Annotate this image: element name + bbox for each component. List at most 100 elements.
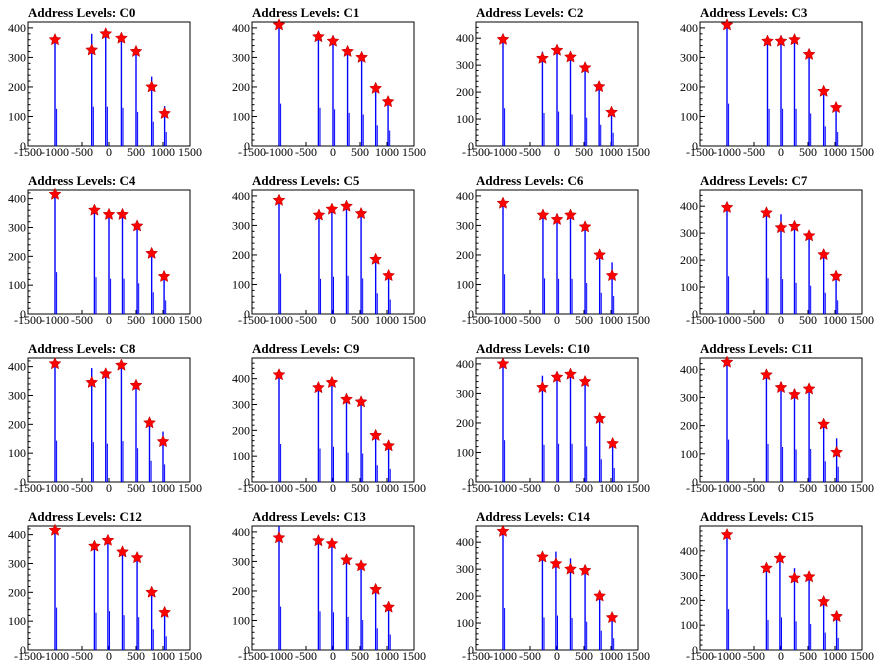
x-tick-label: -500 <box>295 313 317 327</box>
peak-marker <box>788 571 801 584</box>
peak-marker <box>496 196 510 209</box>
histogram-panel: Address Levels: C2 0 100 200 300 400 -1500 -100… <box>448 0 672 168</box>
peak-marker <box>774 380 788 394</box>
x-tick-label: -1000 <box>41 481 69 495</box>
plot-frame <box>699 525 863 651</box>
peak-marker <box>145 585 159 598</box>
chart-title: Address Levels: C10 <box>476 341 590 356</box>
x-tick-label: 0 <box>106 145 112 159</box>
x-tick-label: -500 <box>743 481 765 495</box>
y-tick-label: 100 <box>680 447 698 461</box>
histogram-plot: 0 100 200 300 400 -1500 -1000 -500 0 500 1000 1500 <box>456 21 650 159</box>
peak-marker <box>578 374 592 388</box>
x-tick-label: -1500 <box>686 313 714 327</box>
y-tick-label: 200 <box>232 423 250 437</box>
histogram-plot: 0 100 200 300 400 -1500 -1000 -500 0 500 1000 1500 <box>456 357 650 495</box>
peak-marker <box>311 29 325 43</box>
y-tick-label: 400 <box>680 21 698 35</box>
peak-marker <box>85 375 99 389</box>
histogram-plot: 0 100 200 300 400 -1500 -1000 -500 0 500 1000 1500 <box>8 187 202 327</box>
y-tick-label: 200 <box>456 248 474 262</box>
peak-marker <box>116 207 129 221</box>
peak-marker <box>720 527 734 541</box>
y-tick-label: 100 <box>680 109 698 123</box>
y-tick-label: 200 <box>8 417 26 431</box>
y-tick-label: 300 <box>8 556 26 570</box>
peak-marker <box>272 193 286 206</box>
chart-title: Address Levels: C1 <box>252 5 360 20</box>
x-tick-label: 0 <box>554 145 560 159</box>
x-tick-label: -1500 <box>462 313 490 327</box>
x-tick-label: 500 <box>575 481 593 495</box>
y-tick-label: 400 <box>8 528 26 542</box>
histogram-panel: Address Levels: C1 0 100 200 300 400 -1500 -100… <box>224 0 448 168</box>
x-tick-label: -1000 <box>265 481 293 495</box>
peak-marker <box>48 523 62 536</box>
y-tick-label: 400 <box>680 199 698 213</box>
x-tick-label: 1000 <box>151 313 175 327</box>
x-tick-label: 1500 <box>626 481 650 495</box>
y-tick-label: 0 <box>244 643 250 657</box>
x-tick-label: 0 <box>106 313 112 327</box>
x-tick-label: -1000 <box>713 649 741 663</box>
y-tick-label: 200 <box>680 419 698 433</box>
x-tick-label: -500 <box>295 481 317 495</box>
x-tick-label: 0 <box>554 649 560 663</box>
peak-marker <box>802 570 816 583</box>
x-tick-label: 500 <box>127 481 145 495</box>
x-tick-label: 0 <box>106 649 112 663</box>
chart-title: Address Levels: C14 <box>476 509 590 524</box>
y-tick-label: 100 <box>232 613 250 627</box>
chart-title: Address Levels: C0 <box>28 5 136 20</box>
peak-marker <box>311 380 325 394</box>
x-tick-label: -500 <box>71 313 93 327</box>
x-tick-label: -1500 <box>462 481 490 495</box>
histogram-plot: 0 100 200 300 400 -1500 -1000 -500 0 500 1000 1500 <box>680 18 874 159</box>
y-tick-label: 200 <box>8 585 26 599</box>
peak-marker <box>774 34 788 47</box>
x-tick-label: 1500 <box>850 481 874 495</box>
peak-marker <box>382 268 396 282</box>
peak-marker <box>535 380 549 394</box>
peak-marker <box>326 34 340 47</box>
x-tick-label: 500 <box>127 313 145 327</box>
y-tick-label: 100 <box>8 278 26 292</box>
y-tick-label: 200 <box>232 584 250 598</box>
histogram-panel: Address Levels: C0 0 100 200 300 400 -1500 -100… <box>0 0 224 168</box>
x-tick-label: -1000 <box>489 649 517 663</box>
peak-marker <box>369 81 383 94</box>
y-tick-label: 300 <box>456 58 474 72</box>
y-tick-label: 400 <box>456 535 474 549</box>
x-tick-label: -1000 <box>41 313 69 327</box>
y-tick-label: 200 <box>8 249 26 263</box>
peak-marker <box>550 43 564 56</box>
peak-marker <box>369 582 383 595</box>
peak-marker <box>535 51 549 64</box>
x-tick-label: -500 <box>743 145 765 159</box>
y-tick-label: 0 <box>692 307 698 321</box>
peak-marker <box>802 382 816 395</box>
y-tick-label: 0 <box>468 643 474 657</box>
y-tick-label: 400 <box>232 372 250 386</box>
y-tick-label: 100 <box>680 618 698 632</box>
x-tick-label: -500 <box>71 145 93 159</box>
chart-title: Address Levels: C4 <box>28 173 136 188</box>
x-tick-label: 1000 <box>599 649 623 663</box>
histogram-panel: Address Levels: C3 0 100 200 300 400 -1500 -100… <box>672 0 896 168</box>
peak-marker <box>593 411 607 425</box>
y-tick-label: 100 <box>232 449 250 463</box>
histogram-panel: Address Levels: C13 0 100 200 300 400 -1500 -10… <box>224 504 448 672</box>
peak-marker <box>605 610 619 624</box>
peak-marker <box>496 357 510 370</box>
y-tick-label: 0 <box>244 139 250 153</box>
x-tick-label: -1000 <box>41 145 69 159</box>
x-tick-label: 1000 <box>375 481 399 495</box>
peak-marker <box>830 609 844 623</box>
x-tick-label: 1500 <box>178 313 202 327</box>
peak-marker <box>578 61 592 74</box>
peak-marker <box>817 594 831 608</box>
chart-title: Address Levels: C7 <box>700 173 808 188</box>
peak-marker <box>48 187 62 200</box>
peak-marker <box>312 208 326 221</box>
peak-marker <box>496 32 510 46</box>
